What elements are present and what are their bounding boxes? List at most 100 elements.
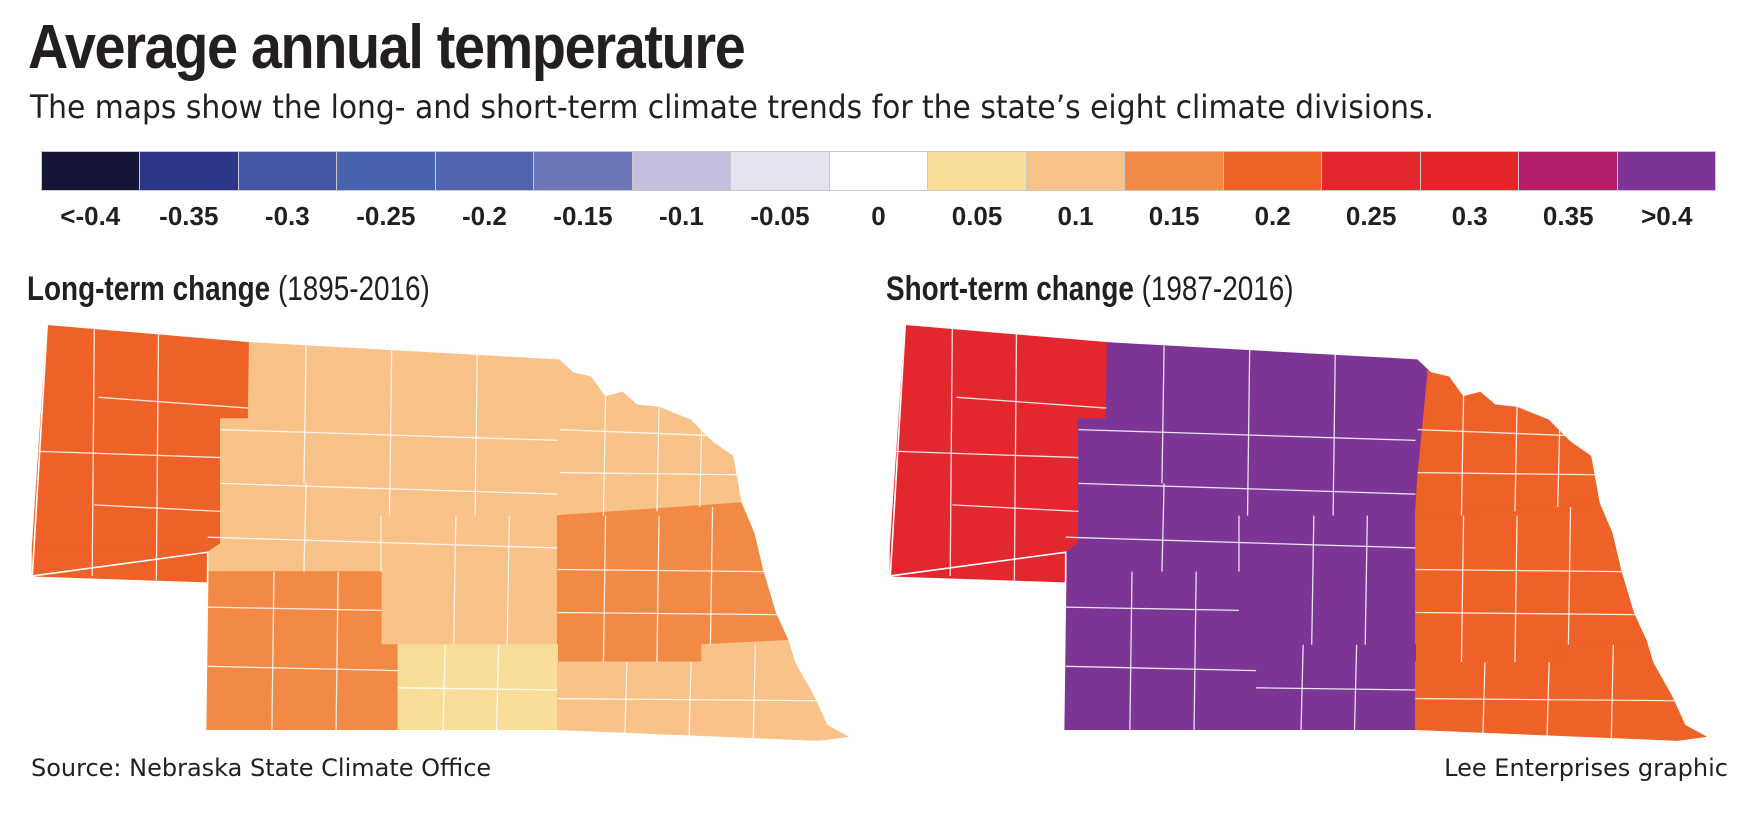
color-legend: <-0.4 -0.35 -0.3 -0.25 -0.2 -0.15 -0.1 -0.05 0 0.… bbox=[41, 151, 1716, 232]
legend-swatch bbox=[1519, 152, 1618, 190]
legend-swatch bbox=[1125, 152, 1224, 190]
county-line bbox=[1417, 428, 1582, 437]
county-line bbox=[1415, 568, 1625, 573]
county-lines bbox=[32, 328, 820, 742]
legend-swatch bbox=[1322, 152, 1421, 190]
legend-swatch bbox=[42, 152, 141, 190]
county-line bbox=[155, 332, 160, 581]
short-term-map bbox=[889, 323, 1713, 743]
legend-label: 0.1 bbox=[1057, 201, 1094, 231]
map-divisions bbox=[889, 323, 1713, 743]
legend-label: <-0.4 bbox=[60, 201, 121, 231]
county-line bbox=[1078, 482, 1416, 495]
county-line bbox=[220, 482, 558, 495]
county-line bbox=[1065, 606, 1239, 611]
county-line bbox=[890, 450, 1079, 459]
legend-label: -0.35 bbox=[159, 201, 219, 231]
division-northeast bbox=[556, 358, 744, 517]
legend-label: 0.2 bbox=[1254, 201, 1291, 231]
legend-label: 0.05 bbox=[951, 201, 1003, 231]
county-line bbox=[1161, 345, 1165, 484]
legend-swatch bbox=[1223, 152, 1323, 190]
legend-label: 0.25 bbox=[1345, 201, 1397, 231]
county-line bbox=[1514, 515, 1518, 663]
county-line bbox=[557, 611, 777, 616]
county-line bbox=[1610, 644, 1614, 742]
county-lines bbox=[890, 328, 1678, 742]
state-outline bbox=[889, 323, 1713, 743]
long-term-map-title: Long-term change bbox=[27, 270, 271, 308]
county-line bbox=[1415, 697, 1678, 702]
credit-note: Lee Enterprises graphic bbox=[1444, 754, 1728, 782]
county-line bbox=[1078, 428, 1416, 441]
county-line bbox=[207, 606, 381, 611]
county-line bbox=[388, 349, 393, 516]
legend-swatch bbox=[1420, 152, 1520, 190]
county-line bbox=[91, 328, 95, 576]
legend-labels: <-0.4 -0.35 -0.3 -0.25 -0.2 -0.15 -0.1 -0.05 0 0.… bbox=[41, 201, 1716, 232]
county-line bbox=[752, 644, 756, 742]
division-boundaries bbox=[889, 323, 1713, 743]
county-line bbox=[602, 395, 607, 516]
county-line bbox=[956, 396, 1107, 409]
short-term-map-period: (1987-2016) bbox=[1141, 270, 1294, 308]
chart-title: Average annual temperature bbox=[28, 13, 746, 82]
county-line bbox=[1460, 395, 1465, 516]
long-term-map-period: (1895-2016) bbox=[277, 270, 430, 308]
county-line bbox=[1193, 571, 1197, 731]
legend-color-bar bbox=[41, 151, 1716, 191]
legend-label: -0.1 bbox=[659, 201, 704, 231]
county-line bbox=[1129, 571, 1133, 731]
county-line bbox=[398, 687, 558, 691]
county-line bbox=[474, 354, 478, 516]
county-line bbox=[1415, 611, 1635, 616]
county-line bbox=[1256, 687, 1416, 691]
county-line bbox=[1065, 665, 1257, 672]
legend-label: 0.35 bbox=[1542, 201, 1594, 231]
legend-swatch bbox=[632, 152, 732, 190]
county-line bbox=[557, 568, 767, 573]
county-line bbox=[1013, 332, 1018, 581]
chart-subtitle: The maps show the long- and short-term c… bbox=[30, 88, 1434, 126]
state-outline bbox=[31, 323, 855, 743]
short-term-map-title: Short-term change bbox=[886, 270, 1134, 308]
county-line bbox=[1246, 349, 1251, 516]
source-note: Source: Nebraska State Climate Office bbox=[31, 754, 492, 782]
division-panhandle-north bbox=[31, 323, 250, 553]
legend-swatch bbox=[337, 152, 436, 190]
short-term-map-heading: Short-term change (1987-2016) bbox=[886, 270, 1294, 309]
county-line bbox=[32, 450, 221, 459]
legend-swatch bbox=[534, 152, 633, 190]
county-line bbox=[1514, 405, 1518, 512]
county-line bbox=[495, 644, 500, 731]
county-line bbox=[1065, 536, 1416, 549]
county-line bbox=[1332, 354, 1336, 516]
long-term-map-heading: Long-term change (1895-2016) bbox=[27, 270, 430, 309]
legend-label: 0.15 bbox=[1148, 201, 1200, 231]
legend-label: -0.3 bbox=[264, 201, 310, 231]
legend-swatch bbox=[1617, 152, 1715, 190]
county-line bbox=[1460, 515, 1465, 663]
county-line bbox=[207, 536, 558, 549]
legend-label: -0.25 bbox=[356, 201, 416, 231]
division-east-central bbox=[556, 502, 791, 663]
legend-swatch bbox=[829, 152, 929, 190]
county-line bbox=[303, 345, 307, 484]
division-boundaries bbox=[31, 323, 855, 743]
legend-label: -0.15 bbox=[553, 201, 613, 231]
legend-swatch bbox=[140, 152, 239, 190]
division-northeast bbox=[1414, 358, 1602, 517]
division-southwest bbox=[205, 571, 399, 732]
county-line bbox=[453, 515, 457, 645]
legend-swatch bbox=[731, 152, 830, 190]
county-line bbox=[506, 515, 510, 645]
legend-label: -0.2 bbox=[461, 201, 507, 231]
legend-swatch bbox=[928, 152, 1027, 190]
county-line bbox=[271, 571, 275, 731]
county-line bbox=[220, 428, 558, 441]
county-line bbox=[335, 571, 339, 731]
legend-label: -0.05 bbox=[750, 201, 810, 231]
county-line bbox=[303, 483, 307, 572]
county-line bbox=[602, 515, 607, 663]
county-line bbox=[1161, 483, 1165, 572]
